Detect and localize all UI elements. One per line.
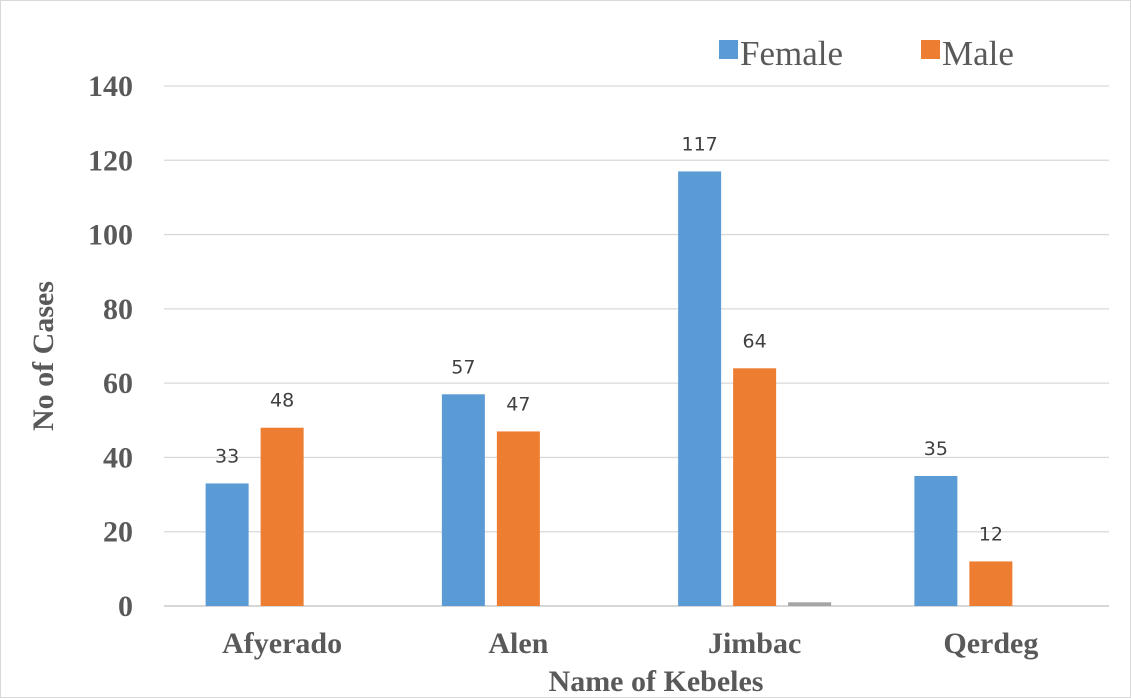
bar-female-alen — [441, 394, 485, 606]
data-label: 33 — [215, 445, 239, 467]
data-label: 48 — [270, 390, 294, 412]
data-label: 35 — [924, 438, 948, 460]
data-label: 12 — [979, 523, 1003, 545]
bar-male-jimbac — [733, 368, 777, 606]
y-tick-label: 20 — [103, 516, 133, 549]
y-axis-title: No of Cases — [27, 281, 60, 431]
bar-unnamed-jimbac — [788, 602, 832, 606]
x-category-label: Jimbac — [708, 627, 801, 660]
x-category-label: Afyerado — [222, 627, 342, 660]
y-tick-label: 0 — [118, 590, 133, 623]
bar-male-afyerado — [260, 427, 304, 606]
bar-male-alen — [496, 431, 540, 606]
legend-swatch-female — [719, 40, 738, 59]
data-label: 117 — [681, 133, 717, 155]
x-axis-categories: Afyerado Alen Jimbac Qerdeg — [222, 627, 1038, 660]
y-tick-label: 80 — [103, 293, 133, 326]
gridlines — [164, 85, 1109, 607]
bar-female-qerdeg — [914, 476, 958, 606]
legend: Female Male — [719, 34, 1014, 73]
bar-female-afyerado — [205, 483, 249, 606]
data-labels: 33 48 57 47 117 64 35 12 — [215, 133, 1003, 545]
x-category-label: Qerdeg — [943, 627, 1038, 660]
bar-female-jimbac — [678, 171, 722, 606]
data-label: 47 — [506, 393, 530, 415]
legend-label-female: Female — [740, 34, 843, 73]
legend-label-male: Male — [942, 34, 1014, 73]
y-tick-label: 60 — [103, 367, 133, 400]
y-tick-label: 140 — [88, 70, 133, 103]
y-tick-label: 100 — [88, 219, 133, 252]
bar-male-qerdeg — [969, 561, 1013, 606]
x-category-label: Alen — [488, 627, 548, 660]
y-tick-label: 120 — [88, 144, 133, 177]
y-tick-label: 40 — [103, 441, 133, 474]
data-label: 57 — [451, 356, 475, 378]
bars — [205, 171, 1013, 606]
x-axis-title: Name of Kebeles — [549, 665, 764, 698]
legend-swatch-male — [921, 40, 940, 59]
y-axis-ticks: 0 20 40 60 80 100 120 140 — [88, 70, 133, 623]
data-label: 64 — [743, 330, 767, 352]
